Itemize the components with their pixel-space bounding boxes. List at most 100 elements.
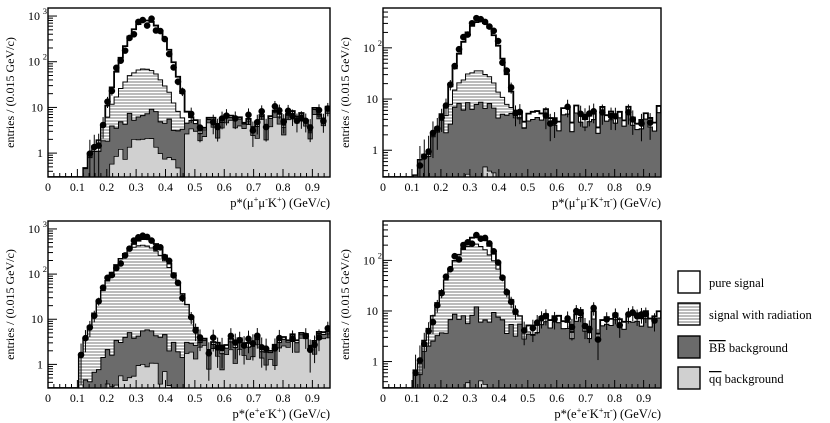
data-point: [240, 342, 248, 349]
data-point: [306, 346, 314, 354]
x-tick-label: 0.4: [158, 180, 173, 194]
x-tick-label: 0: [45, 180, 51, 194]
data-point: [90, 312, 98, 320]
data-point: [302, 332, 310, 340]
data-point: [651, 317, 658, 324]
x-tick-label: 0.7: [578, 391, 593, 405]
data-point: [121, 252, 129, 259]
data-point: [108, 87, 116, 95]
data-point: [130, 30, 138, 38]
data-point: [486, 240, 493, 247]
x-tick-label: 0.8: [276, 180, 291, 194]
x-tick-label: 0.1: [70, 180, 85, 194]
data-point: [99, 284, 107, 291]
x-tick-label: 0.4: [158, 391, 173, 405]
data-point: [253, 332, 261, 340]
data-point: [499, 274, 506, 282]
data-point: [284, 107, 292, 115]
x-tick-label: 0.3: [129, 180, 144, 194]
x-tick-label: 0.6: [549, 391, 564, 405]
data-point: [205, 350, 213, 357]
x-axis-label: p*(e+e-K+) (GeV/c): [233, 405, 331, 421]
data-point: [192, 327, 199, 334]
data-point: [121, 47, 129, 54]
y-axis-label: entries / (0.015 GeV/c): [338, 249, 352, 360]
data-point: [117, 57, 125, 64]
x-tick-label: 0.6: [217, 180, 232, 194]
x-tick-label: 0.9: [305, 180, 320, 194]
data-point: [108, 271, 116, 279]
data-point: [249, 339, 257, 347]
data-point: [112, 64, 120, 72]
x-tick-label: 0: [380, 391, 386, 405]
data-point: [179, 294, 186, 302]
data-point: [425, 148, 432, 155]
data-point: [568, 323, 576, 331]
y-tick-label: 10: [363, 253, 375, 267]
data-point: [227, 332, 235, 340]
data-point: [170, 64, 177, 71]
data-point: [174, 279, 182, 287]
data-point: [236, 336, 243, 344]
data-point: [148, 15, 155, 23]
data-point: [95, 142, 102, 149]
data-point: [638, 120, 645, 127]
data-point: [603, 316, 611, 323]
data-point: [86, 324, 94, 331]
legend-entry-bb-background: BB background: [677, 335, 789, 359]
data-points: [77, 232, 330, 386]
x-tick-label: 0.7: [246, 180, 261, 194]
x-tick-label: 0.7: [246, 391, 261, 405]
data-point: [542, 312, 550, 320]
data-point: [143, 233, 151, 241]
x-tick-label: 0.6: [217, 391, 232, 405]
bb-overline-text: BB: [709, 341, 726, 355]
data-point: [612, 112, 619, 120]
data-point: [77, 351, 85, 359]
x-tick-label: 0.3: [462, 391, 477, 405]
data-point: [507, 298, 515, 306]
data-point: [302, 117, 310, 125]
data-point: [473, 231, 480, 239]
data-point: [490, 248, 498, 255]
x-tick-label: 0.7: [578, 180, 593, 194]
data-point: [157, 244, 164, 251]
data-point: [126, 34, 133, 42]
y-tick-label: 10: [31, 312, 43, 326]
data-point: [143, 22, 151, 29]
data-point: [616, 321, 624, 329]
data-point: [276, 334, 283, 342]
data-point: [258, 108, 266, 115]
data-point: [447, 81, 454, 88]
legend-label: signal with radiation: [709, 308, 813, 322]
y-tick-exponent: 2: [43, 52, 47, 62]
data-point: [117, 260, 125, 267]
y-tick-label: 1: [372, 143, 378, 157]
legend-label: BB background: [709, 341, 789, 355]
y-tick-label: 10: [28, 222, 40, 236]
x-axis-label: p*(μ+μ-K+π-) (GeV/c): [552, 194, 661, 210]
data-point: [438, 114, 445, 121]
legend-suffix: background: [726, 341, 789, 355]
y-axis-label: entries / (0.015 GeV/c): [338, 37, 352, 148]
x-tick-label: 0.4: [491, 391, 506, 405]
x-tick-label: 0.2: [433, 391, 448, 405]
data-point: [442, 102, 450, 109]
y-tick-label: 10: [31, 100, 43, 114]
data-point: [187, 110, 195, 118]
data-point: [315, 106, 323, 114]
x-tick-label: 0.5: [187, 180, 202, 194]
y-tick-exponent: 3: [43, 219, 47, 229]
x-tick-label: 0.3: [462, 180, 477, 194]
hatched-box-icon: [677, 302, 701, 326]
x-axis: 0 0.1 0.2 0.3 0.4 0.5 0.6 0.7 0.8 0.9: [380, 169, 662, 194]
x-tick-label: 0.2: [99, 180, 114, 194]
data-point: [551, 118, 558, 125]
y-tick-label: 10: [366, 304, 378, 318]
data-point: [196, 124, 204, 131]
data-point: [214, 123, 221, 131]
x-tick-label: 0.9: [636, 180, 651, 194]
data-point: [412, 369, 419, 377]
